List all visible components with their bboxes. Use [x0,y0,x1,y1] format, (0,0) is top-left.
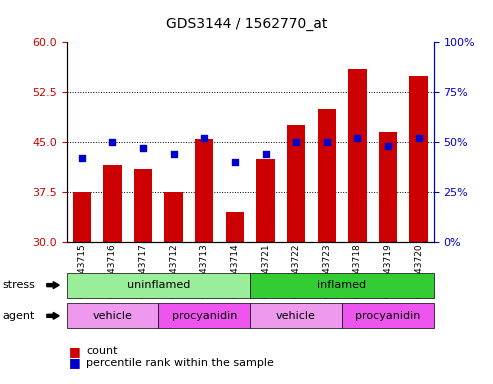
Text: stress: stress [2,280,35,290]
Bar [287,126,305,242]
Point [262,151,270,157]
Text: count: count [86,346,118,356]
Text: GDS3144 / 1562770_at: GDS3144 / 1562770_at [166,17,327,31]
Point [108,139,116,145]
Bar [317,109,336,242]
Bar [104,166,122,242]
Text: percentile rank within the sample: percentile rank within the sample [86,358,274,368]
Text: uninflamed: uninflamed [127,280,190,290]
Point [384,143,392,149]
Point [353,135,361,141]
Point [231,159,239,165]
Bar [409,76,428,242]
Point [200,135,208,141]
Text: ■: ■ [69,345,81,358]
Point [139,145,147,151]
Bar [256,159,275,242]
Point [170,151,177,157]
Text: procyanidin: procyanidin [355,311,421,321]
Point [323,139,331,145]
Bar [134,169,152,242]
Bar [195,139,213,242]
Point [292,139,300,145]
Bar [379,132,397,242]
Bar [165,192,183,242]
Text: vehicle: vehicle [93,311,133,321]
Bar [226,212,244,242]
Point [78,155,86,161]
Text: inflamed: inflamed [317,280,367,290]
Text: vehicle: vehicle [276,311,316,321]
Text: procyanidin: procyanidin [172,311,237,321]
Point [415,135,423,141]
Bar [72,192,91,242]
Text: ■: ■ [69,356,81,369]
Bar [348,69,366,242]
Text: agent: agent [2,311,35,321]
